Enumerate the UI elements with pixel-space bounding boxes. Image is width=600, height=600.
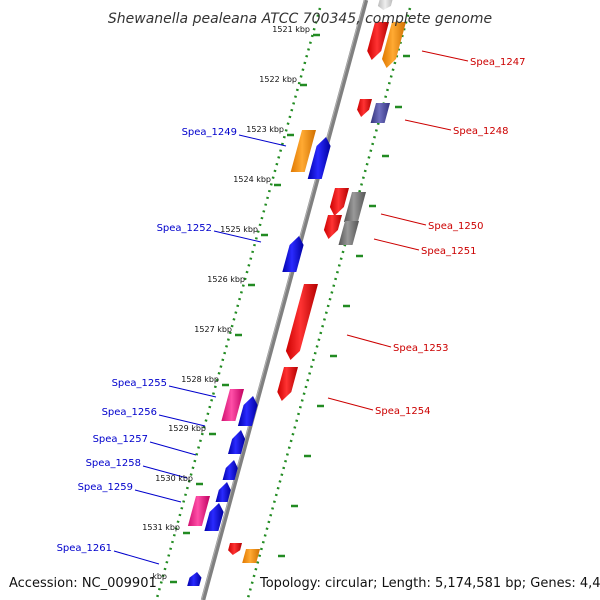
gene-spea-1257 [228, 430, 246, 454]
gene-label-spea-1261[interactable]: Spea_1261 [57, 543, 112, 554]
leader-line [327, 397, 374, 411]
gene-label-spea-1250[interactable]: Spea_1250 [428, 221, 483, 232]
gene-label-spea-1259[interactable]: Spea_1259 [78, 482, 133, 493]
gene-spea-1259-c [204, 503, 224, 531]
leader-line [134, 489, 182, 503]
gene-label-spea-1256[interactable]: Spea_1256 [102, 407, 157, 418]
gene-spea-1252 [282, 236, 304, 272]
leader-line [373, 238, 420, 251]
outer-tick-ring [246, 7, 412, 599]
gene-label-spea-1248[interactable]: Spea_1248 [453, 126, 508, 137]
kbp-tick-label: 1522 kbp [259, 75, 297, 84]
genome-backbone [200, 0, 369, 600]
kbp-tick-label: 1531 kbp [142, 523, 180, 532]
kbp-tick-label: 1528 kbp [181, 375, 219, 384]
gene-label-spea-1257[interactable]: Spea_1257 [93, 434, 148, 445]
leader-line [142, 465, 188, 479]
inner-tick-ring [155, 7, 322, 599]
gene-label-spea-1249[interactable]: Spea_1249 [182, 127, 237, 138]
footer-right-bg [256, 572, 600, 594]
leader-line [213, 230, 262, 243]
page-title: Shewanella pealeana ATCC 700345, complet… [108, 11, 492, 27]
gene-spea-1248-b [370, 103, 390, 123]
kbp-tick-label: 1526 kbp [207, 275, 245, 284]
gene-spea-1260-a [228, 543, 242, 555]
gene-spea-1248-a [357, 99, 372, 117]
gene-spea-1249-a [290, 130, 316, 172]
gene-spea-1261 [187, 572, 202, 586]
label-leader-lines [113, 50, 469, 565]
leader-line [238, 134, 287, 147]
gene-arrows [187, 0, 406, 586]
gene-spea-1258 [222, 460, 238, 480]
gene-spea-1255 [221, 389, 244, 421]
kbp-tick-label: 1524 kbp [233, 175, 271, 184]
kbp-tick-label: 1525 kbp [220, 225, 258, 234]
gene-spea-1251-a [323, 215, 342, 239]
gene-spea-1260-b [242, 549, 260, 563]
gene-label-spea-1258[interactable]: Spea_1258 [86, 458, 141, 469]
kbp-tick-label: 1527 kbp [194, 325, 232, 334]
gene-spea-1254 [277, 367, 298, 401]
kbp-tick-label: 1530 kbp [155, 474, 193, 483]
kbp-tick-label: 1529 kbp [168, 424, 206, 433]
gene-spea-1247-a [367, 22, 389, 60]
gene-spea-1251-b [338, 221, 359, 245]
kbp-ticks: 1521 kbp 1522 kbp 1523 kbp 1524 kbp 1525 kbp… [129, 25, 410, 584]
gene-label-spea-1252[interactable]: Spea_1252 [157, 223, 212, 234]
gene-label-spea-1247[interactable]: Spea_1247 [470, 57, 525, 68]
gene-label-spea-1253[interactable]: Spea_1253 [393, 343, 448, 354]
gene-label-spea-1255[interactable]: Spea_1255 [112, 378, 167, 389]
gene-spea-1246 [377, 0, 393, 10]
footer-left-bg [0, 572, 150, 594]
leader-line [380, 213, 427, 226]
leader-line [346, 334, 392, 348]
accession-text: Accession: NC_009901 [9, 576, 157, 591]
leader-line [168, 385, 217, 398]
leader-line [113, 550, 160, 565]
leader-line [404, 119, 452, 131]
gene-spea-1259-b [187, 496, 210, 526]
kbp-tick-label: 1523 kbp [246, 125, 284, 134]
backbone-highlight [201, 0, 365, 600]
gene-spea-1250-b [343, 192, 366, 222]
gene-spea-1247-b [382, 22, 406, 68]
gene-spea-1253 [285, 284, 318, 360]
kbp-tick-label: 1521 kbp [272, 25, 310, 34]
leader-line [421, 50, 469, 62]
tick-rings [155, 0, 412, 600]
gene-spea-1249-b [307, 137, 331, 179]
topology-text: Topology: circular; Length: 5,174,581 bp… [259, 576, 600, 591]
gene-labels: Spea_1247 Spea_1248 Spea_1249 Spea_1250 Spea… [57, 57, 526, 554]
leader-line [149, 441, 197, 456]
gene-spea-1256 [237, 396, 258, 426]
gene-spea-1259-a [215, 482, 231, 502]
gene-spea-1250-a [329, 188, 349, 216]
gene-label-spea-1254[interactable]: Spea_1254 [375, 406, 430, 417]
leader-line [158, 414, 206, 427]
gene-label-spea-1251[interactable]: Spea_1251 [421, 246, 476, 257]
